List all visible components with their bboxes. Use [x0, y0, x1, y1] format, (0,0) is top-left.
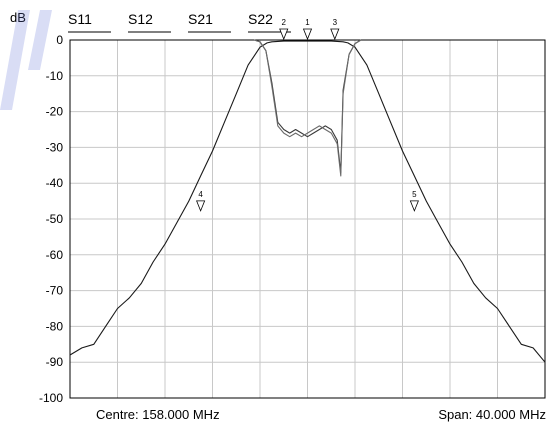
traces	[69, 39, 546, 363]
marker-1-label: 1	[305, 18, 310, 27]
centre-frequency-label: Centre: 158.000 MHz	[96, 407, 220, 422]
legend: S11 S12 S21 S22	[68, 11, 291, 33]
marker-2-triangle	[279, 28, 289, 41]
legend-entry-s22: S22	[248, 11, 273, 27]
legend-entry-s21: S21	[188, 11, 213, 27]
trace-s21	[69, 40, 546, 363]
marker-3-label: 3	[333, 18, 338, 27]
y-tick-label: -50	[46, 212, 64, 226]
y-tick-labels: 0 -10 -20 -30 -40 -50 -60 -70 -80 -90 -100	[39, 33, 63, 405]
marker-5-label: 5	[412, 190, 417, 199]
legend-entry-s11: S11	[68, 11, 92, 27]
chart-grid	[70, 40, 545, 398]
y-tick-label: -60	[46, 248, 64, 262]
markers: 1 2 3 4 5	[196, 18, 419, 212]
y-tick-label: -10	[46, 69, 64, 83]
y-axis-label: dB	[10, 10, 26, 25]
y-tick-label: -40	[46, 176, 64, 190]
y-tick-label: -80	[46, 319, 64, 333]
span-label: Span: 40.000 MHz	[438, 407, 546, 422]
y-tick-label: -30	[46, 140, 64, 154]
watermark-logo	[0, 10, 52, 110]
marker-4-triangle	[196, 200, 206, 212]
y-tick-label: -90	[46, 355, 64, 369]
y-tick-label: -20	[46, 105, 64, 119]
y-tick-label: -70	[46, 284, 64, 298]
y-tick-label: 0	[56, 33, 63, 47]
marker-3-triangle	[330, 28, 340, 41]
y-tick-label: -100	[39, 391, 63, 405]
marker-1-triangle	[302, 28, 313, 41]
trace-s22	[253, 39, 362, 177]
marker-4-label: 4	[198, 190, 203, 199]
marker-5-triangle	[409, 200, 419, 212]
marker-2-label: 2	[282, 18, 287, 27]
legend-entry-s12: S12	[128, 11, 153, 27]
